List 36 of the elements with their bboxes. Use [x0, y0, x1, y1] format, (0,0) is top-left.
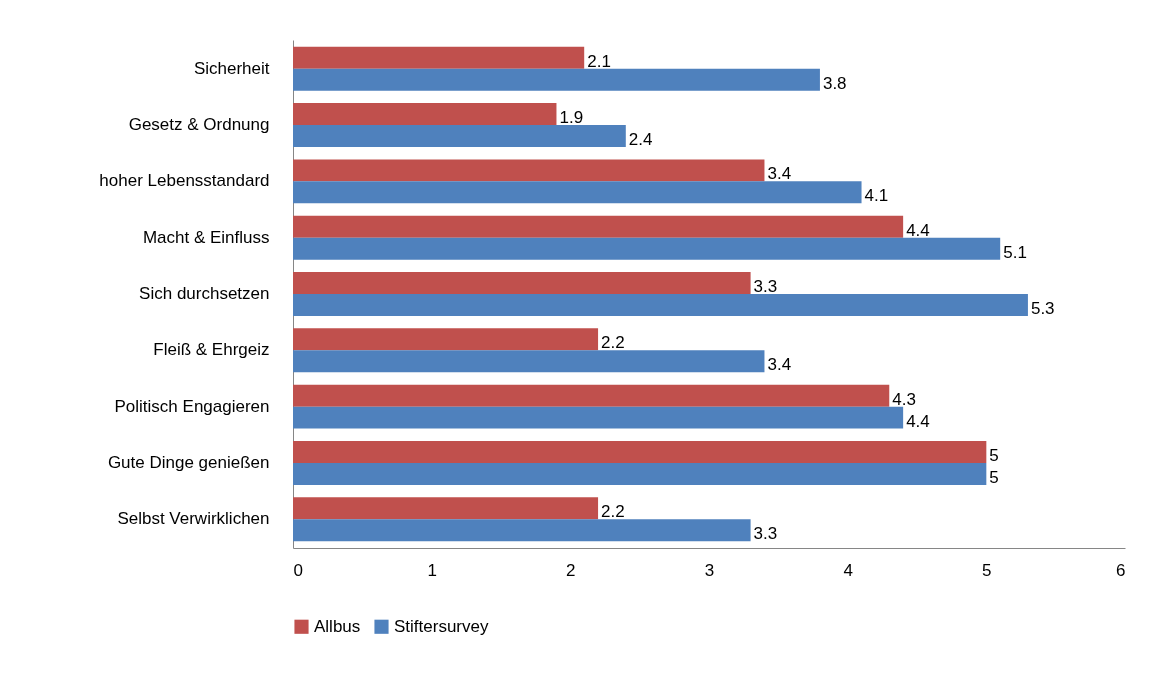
- data-label: 5: [989, 467, 999, 487]
- y-tick-label: Sicherheit: [193, 58, 270, 78]
- data-label: 2.2: [601, 502, 625, 522]
- data-label: 5.3: [1030, 298, 1055, 318]
- x-tick-label: 3: [704, 560, 715, 580]
- data-label: 2.2: [601, 333, 625, 353]
- legend-label: Stiftersurvey: [394, 616, 489, 636]
- data-label: 5.1: [1003, 242, 1027, 262]
- x-tick-label: 5: [982, 560, 992, 580]
- data-label: 3.3: [753, 524, 778, 544]
- data-label: 4.4: [906, 220, 930, 240]
- legend-label: Allbus: [314, 616, 361, 636]
- y-tick-label: Politisch Engagieren: [114, 396, 270, 416]
- data-label: 3.3: [753, 277, 778, 297]
- y-tick-label: hoher Lebensstandard: [99, 171, 270, 191]
- y-tick-label: Selbst Verwirklichen: [117, 509, 270, 529]
- data-label: 4.4: [906, 411, 930, 431]
- y-tick-label: Fleiß & Ehrgeiz: [153, 340, 270, 360]
- data-label: 2.1: [587, 51, 611, 71]
- data-label: 4.3: [892, 389, 916, 409]
- data-label: 2.4: [628, 130, 653, 150]
- data-label: 1.9: [559, 108, 584, 128]
- x-tick-label: 0: [293, 560, 303, 580]
- data-label: 5: [989, 445, 999, 465]
- y-tick-label: Gute Dinge genießen: [107, 452, 270, 472]
- data-label: 3.4: [767, 164, 792, 184]
- data-label: 3.4: [767, 355, 792, 375]
- x-tick-label: 6: [1116, 560, 1126, 580]
- data-label: 3.8: [822, 73, 847, 93]
- data-label: 4.1: [864, 186, 889, 206]
- y-tick-label: Macht & Einfluss: [142, 227, 270, 247]
- x-tick-label: 1: [427, 560, 437, 580]
- x-tick-label: 2: [566, 560, 576, 580]
- y-tick-label: Sich durchsetzen: [139, 284, 270, 303]
- y-tick-label: Gesetz & Ordnung: [128, 115, 270, 135]
- x-tick-label: 4: [843, 560, 853, 580]
